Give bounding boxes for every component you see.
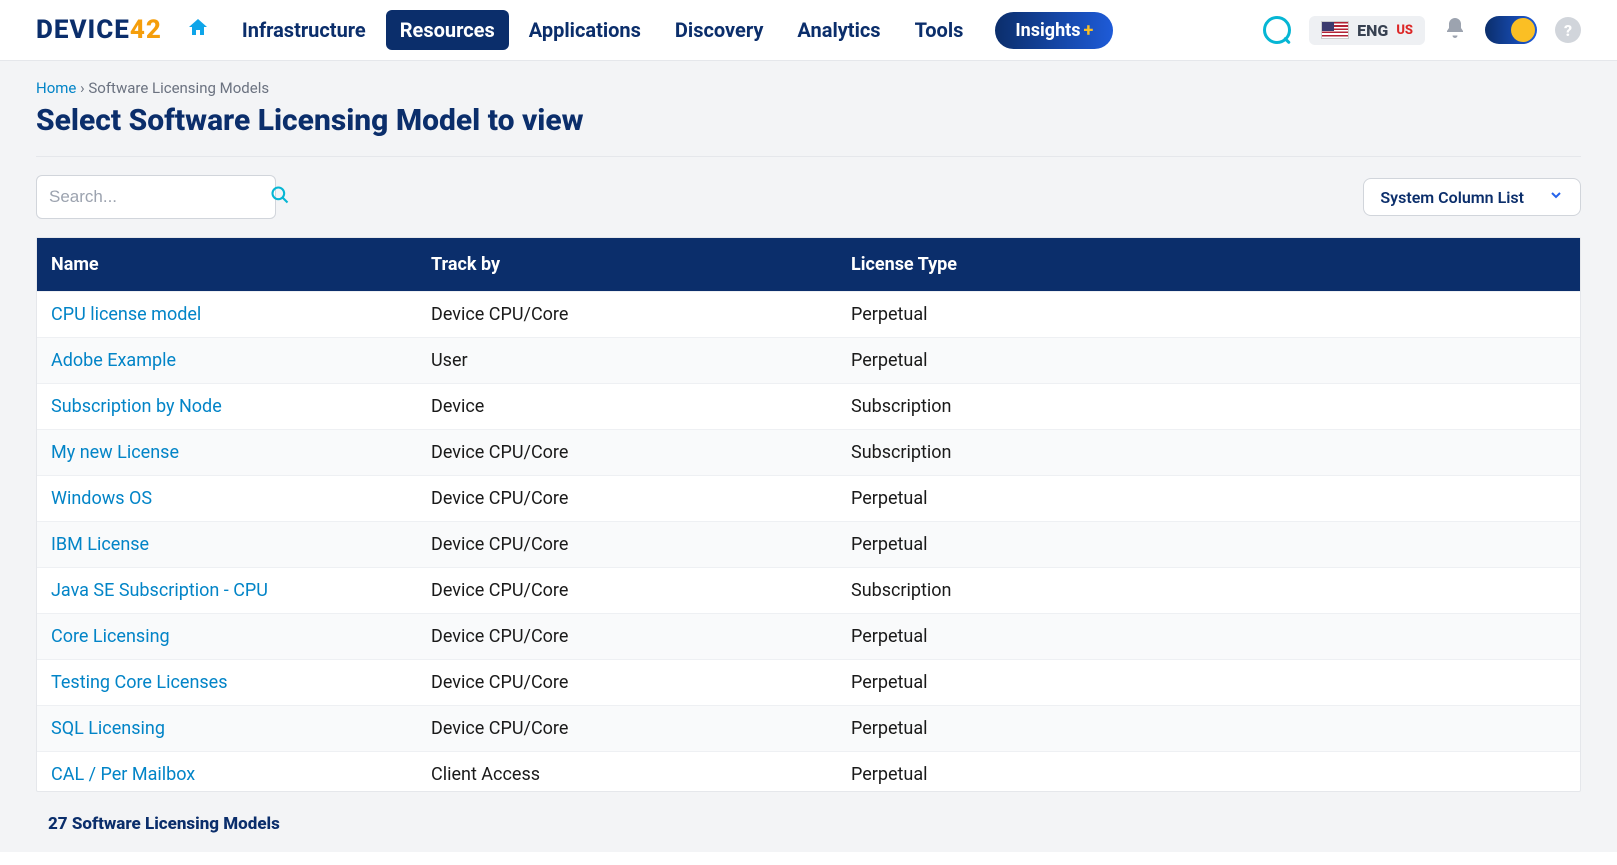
search-input[interactable] — [49, 187, 270, 207]
row-trackby: Device CPU/Core — [417, 476, 837, 521]
col-trackby[interactable]: Track by — [417, 238, 837, 291]
row-trackby: Device CPU/Core — [417, 614, 837, 659]
row-trackby: Device CPU/Core — [417, 430, 837, 475]
row-trackby: User — [417, 338, 837, 383]
row-name-link[interactable]: Adobe Example — [37, 338, 417, 383]
nav-item-discovery[interactable]: Discovery — [661, 10, 778, 50]
row-trackby: Device CPU/Core — [417, 706, 837, 751]
table-row[interactable]: Core LicensingDevice CPU/CorePerpetual — [37, 613, 1580, 659]
row-name-link[interactable]: Core Licensing — [37, 614, 417, 659]
licensing-table: Name Track by License Type CPU license m… — [36, 237, 1581, 792]
table-body[interactable]: CPU license modelDevice CPU/CorePerpetua… — [37, 291, 1580, 791]
row-name-link[interactable]: CAL / Per Mailbox — [37, 752, 417, 791]
page-title: Select Software Licensing Model to view — [36, 103, 1581, 157]
nav-item-resources[interactable]: Resources — [386, 10, 509, 50]
help-icon[interactable]: ? — [1555, 17, 1581, 43]
row-name-link[interactable]: IBM License — [37, 522, 417, 567]
row-license-type: Perpetual — [837, 706, 1580, 751]
lang-region: US — [1396, 23, 1413, 38]
row-name-link[interactable]: My new License — [37, 430, 417, 475]
row-trackby: Device — [417, 384, 837, 429]
table-row[interactable]: Testing Core LicensesDevice CPU/CorePerp… — [37, 659, 1580, 705]
breadcrumb: Home › Software Licensing Models — [36, 79, 1581, 97]
nav-items: InfrastructureResourcesApplicationsDisco… — [228, 10, 978, 50]
row-name-link[interactable]: Testing Core Licenses — [37, 660, 417, 705]
column-list-label: System Column List — [1380, 188, 1524, 207]
column-list-dropdown[interactable]: System Column List — [1363, 178, 1581, 216]
row-name-link[interactable]: Windows OS — [37, 476, 417, 521]
row-license-type: Perpetual — [837, 292, 1580, 337]
breadcrumb-sep: › — [80, 79, 85, 97]
row-trackby: Device CPU/Core — [417, 522, 837, 567]
result-count: 27 Software Licensing Models — [36, 792, 1581, 842]
breadcrumb-current: Software Licensing Models — [88, 79, 269, 97]
row-license-type: Subscription — [837, 568, 1580, 613]
search-icon[interactable] — [270, 185, 290, 209]
col-license-type[interactable]: License Type — [837, 238, 1580, 291]
chevron-down-icon — [1548, 187, 1564, 207]
sun-icon — [1511, 18, 1535, 42]
table-row[interactable]: CPU license modelDevice CPU/CorePerpetua… — [37, 291, 1580, 337]
home-icon[interactable] — [186, 16, 210, 44]
table-row[interactable]: CAL / Per MailboxClient AccessPerpetual — [37, 751, 1580, 791]
brand-logo[interactable]: DEVICE42 — [36, 15, 162, 45]
table-row[interactable]: Adobe ExampleUserPerpetual — [37, 337, 1580, 383]
content-area: Home › Software Licensing Models Select … — [0, 61, 1617, 852]
row-trackby: Device CPU/Core — [417, 660, 837, 705]
brand-name: DEVICE — [36, 15, 130, 45]
row-trackby: Device CPU/Core — [417, 292, 837, 337]
nav-item-infrastructure[interactable]: Infrastructure — [228, 10, 380, 50]
insights-plus-icon: + — [1084, 20, 1094, 41]
row-name-link[interactable]: CPU license model — [37, 292, 417, 337]
row-license-type: Perpetual — [837, 660, 1580, 705]
breadcrumb-home[interactable]: Home — [36, 79, 76, 97]
insights-label: Insights — [1015, 20, 1080, 41]
nav-item-analytics[interactable]: Analytics — [783, 10, 894, 50]
global-search-icon[interactable] — [1263, 16, 1291, 44]
row-license-type: Perpetual — [837, 338, 1580, 383]
row-trackby: Device CPU/Core — [417, 568, 837, 613]
row-license-type: Perpetual — [837, 614, 1580, 659]
theme-toggle[interactable] — [1485, 16, 1537, 44]
row-license-type: Perpetual — [837, 476, 1580, 521]
lang-label: ENG — [1357, 21, 1388, 40]
table-row[interactable]: Subscription by NodeDeviceSubscription — [37, 383, 1580, 429]
nav-item-tools[interactable]: Tools — [901, 10, 978, 50]
table-header: Name Track by License Type — [37, 238, 1580, 291]
row-license-type: Subscription — [837, 384, 1580, 429]
table-row[interactable]: Java SE Subscription - CPUDevice CPU/Cor… — [37, 567, 1580, 613]
insights-chip[interactable]: Insights+ — [995, 12, 1113, 49]
table-row[interactable]: Windows OSDevice CPU/CorePerpetual — [37, 475, 1580, 521]
row-license-type: Perpetual — [837, 752, 1580, 791]
table-row[interactable]: My new LicenseDevice CPU/CoreSubscriptio… — [37, 429, 1580, 475]
row-name-link[interactable]: Subscription by Node — [37, 384, 417, 429]
row-license-type: Perpetual — [837, 522, 1580, 567]
top-nav: DEVICE42 InfrastructureResourcesApplicat… — [0, 0, 1617, 61]
col-name[interactable]: Name — [37, 238, 417, 291]
row-name-link[interactable]: SQL Licensing — [37, 706, 417, 751]
flag-icon — [1321, 21, 1349, 39]
table-row[interactable]: SQL LicensingDevice CPU/CorePerpetual — [37, 705, 1580, 751]
row-name-link[interactable]: Java SE Subscription - CPU — [37, 568, 417, 613]
search-box[interactable] — [36, 175, 276, 219]
brand-suffix: 42 — [130, 15, 162, 45]
row-license-type: Subscription — [837, 430, 1580, 475]
nav-item-applications[interactable]: Applications — [515, 10, 655, 50]
toolbar: System Column List — [36, 175, 1581, 219]
language-selector[interactable]: ENG US — [1309, 16, 1425, 45]
topnav-right: ENG US ? — [1263, 16, 1581, 45]
table-row[interactable]: IBM LicenseDevice CPU/CorePerpetual — [37, 521, 1580, 567]
row-trackby: Client Access — [417, 752, 837, 791]
notifications-icon[interactable] — [1443, 16, 1467, 44]
